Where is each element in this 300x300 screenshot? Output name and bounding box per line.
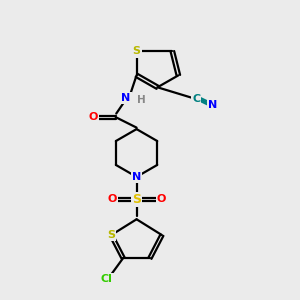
Text: N: N bbox=[122, 93, 131, 103]
Text: S: S bbox=[133, 46, 141, 56]
Text: H: H bbox=[137, 95, 146, 105]
Text: Cl: Cl bbox=[101, 274, 112, 284]
Text: O: O bbox=[88, 112, 98, 122]
Text: N: N bbox=[132, 172, 141, 182]
Text: C: C bbox=[192, 94, 200, 104]
Text: S: S bbox=[107, 230, 115, 240]
Text: O: O bbox=[107, 194, 116, 204]
Text: N: N bbox=[208, 100, 217, 110]
Text: O: O bbox=[157, 194, 166, 204]
Text: S: S bbox=[132, 193, 141, 206]
